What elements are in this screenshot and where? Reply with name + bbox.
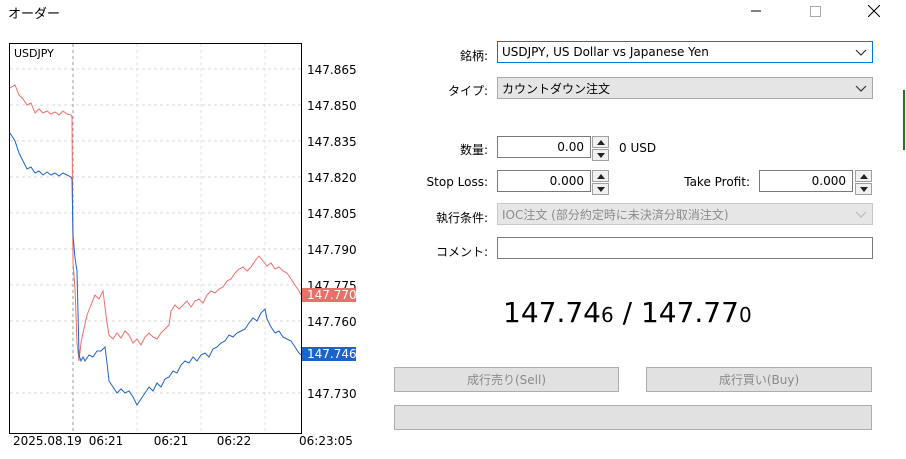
y-tick-label: 147.730 [307, 387, 357, 401]
triangle-up-icon [596, 139, 605, 145]
x-tick-label: 06:22 [217, 434, 252, 448]
ask-price-tag: 147.770 [302, 288, 357, 302]
volume-stepper[interactable] [592, 136, 609, 161]
chevron-down-icon [855, 85, 867, 92]
svg-text:147.746: 147.746 [307, 347, 357, 361]
volume-label: 数量: [459, 143, 488, 157]
order-type-select[interactable]: カウントダウン注文 [497, 77, 873, 99]
chart-symbol: USDJPY [14, 47, 54, 60]
volume-up-button[interactable] [592, 136, 609, 148]
chevron-down-icon [855, 49, 867, 56]
stop-loss-up-button[interactable] [592, 170, 609, 182]
symbol-value: USDJPY, US Dollar vs Japanese Yen [502, 45, 709, 59]
triangle-down-icon [596, 152, 605, 158]
minimize-icon [751, 10, 761, 12]
bid-price-main: 147.74 [503, 296, 601, 329]
y-tick-label: 147.805 [307, 207, 357, 221]
take-profit-label: Take Profit: [684, 175, 750, 189]
triangle-up-icon [859, 173, 868, 179]
ask-price-small: 0 [738, 303, 752, 327]
symbol-select[interactable]: USDJPY, US Dollar vs Japanese Yen [497, 41, 873, 63]
x-tick-label: 06:21 [154, 434, 189, 448]
window-title: オーダー [8, 7, 61, 22]
stop-loss-down-button[interactable] [592, 183, 609, 195]
quote-display: 147.746 / 147.770 [503, 296, 752, 329]
bid-price-small: 6 [600, 303, 614, 327]
bid-price-tag: 147.746 [302, 347, 357, 361]
stop-loss-input[interactable]: 0.000 [497, 170, 591, 192]
y-tick-label: 147.850 [307, 99, 357, 113]
order-type-value: カウントダウン注文 [502, 81, 611, 96]
y-tick-label: 147.865 [307, 63, 357, 77]
symbol-label: 銘柄: [459, 49, 488, 63]
quote-separator: / [613, 296, 641, 329]
maximize-button[interactable] [792, 0, 838, 22]
volume-input[interactable]: 0.00 [497, 136, 591, 158]
tick-chart-svg: 147.865 147.850 147.835 147.820 147.805 147.7… [9, 43, 357, 448]
triangle-up-icon [596, 173, 605, 179]
fill-policy-label: 執行条件: [435, 211, 488, 225]
bid-price-line [9, 132, 302, 406]
plot-area [9, 43, 302, 434]
x-tick-label: 06:21 [89, 434, 124, 448]
x-tick-label: 06:23:05 [299, 434, 353, 448]
maximize-icon [809, 5, 821, 17]
comment-input[interactable] [497, 237, 873, 259]
fill-policy-value: IOC注文 (部分約定時に未決済分取消注文) [502, 207, 729, 222]
ask-price-line [9, 84, 302, 362]
fill-policy-select[interactable]: IOC注文 (部分約定時に未決済分取消注文) [497, 203, 873, 225]
close-icon [868, 5, 880, 17]
place-order-button[interactable] [394, 405, 872, 430]
y-tick-label: 147.820 [307, 171, 357, 185]
take-profit-stepper[interactable] [855, 170, 872, 195]
y-tick-label: 147.760 [307, 315, 357, 329]
stop-loss-stepper[interactable] [592, 170, 609, 195]
take-profit-up-button[interactable] [855, 170, 872, 182]
y-tick-label: 147.835 [307, 135, 357, 149]
stop-loss-label: Stop Loss: [426, 175, 488, 189]
x-tick-label: 2025.08.19 [13, 434, 82, 448]
chevron-down-icon [855, 211, 867, 218]
svg-text:147.770: 147.770 [307, 288, 357, 302]
volume-unit: 0 USD [619, 141, 657, 155]
tick-chart: 147.865 147.850 147.835 147.820 147.805 147.7… [9, 43, 365, 453]
close-button[interactable] [851, 0, 897, 22]
volume-down-button[interactable] [592, 149, 609, 161]
take-profit-input[interactable]: 0.000 [759, 170, 853, 192]
ask-price-main: 147.77 [640, 296, 739, 329]
type-label: タイプ: [447, 84, 488, 98]
minimize-button[interactable] [733, 0, 779, 22]
comment-label: コメント: [435, 245, 488, 259]
buy-button[interactable]: 成行買い(Buy) [646, 367, 872, 392]
sell-button[interactable]: 成行売り(Sell) [394, 367, 619, 392]
triangle-down-icon [596, 186, 605, 192]
y-tick-label: 147.790 [307, 243, 357, 257]
take-profit-down-button[interactable] [855, 183, 872, 195]
triangle-down-icon [859, 186, 868, 192]
side-marker [903, 90, 905, 150]
